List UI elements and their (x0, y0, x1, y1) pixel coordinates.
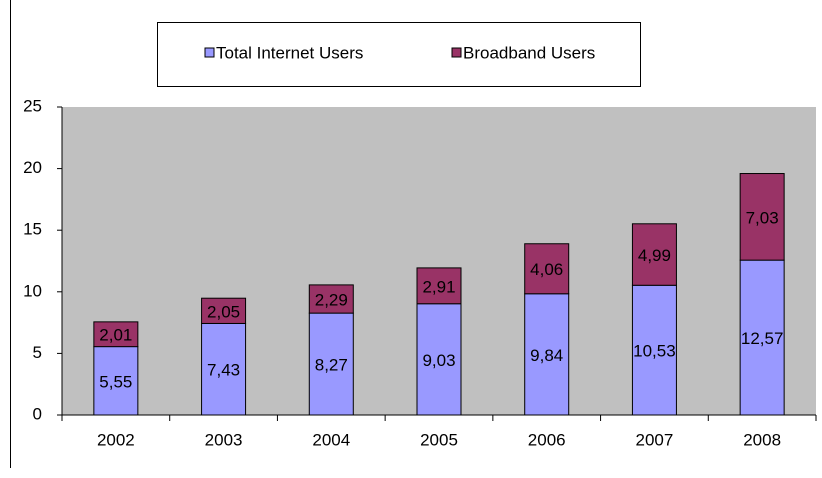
bar-segment (631, 223, 677, 286)
bar-segment (93, 321, 139, 348)
data-label: 4,06 (530, 260, 563, 279)
legend-swatch (204, 47, 215, 58)
data-label: 12,57 (741, 329, 784, 348)
data-label: 9,03 (422, 351, 455, 370)
bar-segment (524, 293, 570, 416)
x-tick-label: 2003 (205, 430, 243, 449)
data-label: 2,05 (207, 302, 240, 321)
data-label: 2,01 (99, 326, 132, 345)
y-tick-label: 15 (23, 220, 42, 239)
x-tick-label: 2002 (97, 430, 135, 449)
y-tick-label: 25 (23, 96, 42, 115)
x-tick-label: 2005 (420, 430, 458, 449)
data-label: 10,53 (633, 342, 676, 361)
y-tick-label: 10 (23, 281, 42, 300)
legend-label: Total Internet Users (216, 43, 363, 62)
bar-segment (93, 346, 139, 416)
bar-segment (524, 243, 570, 295)
data-label: 5,55 (99, 372, 132, 391)
bar-segment (416, 267, 462, 305)
bar-segment (308, 312, 354, 416)
bar-segment (201, 297, 247, 324)
data-label: 4,99 (638, 246, 671, 265)
bar-segment (416, 303, 462, 416)
x-tick-label: 2006 (528, 430, 566, 449)
legend-swatch (451, 47, 462, 58)
data-label: 2,91 (422, 277, 455, 296)
bar-segment (631, 284, 677, 416)
data-label: 9,84 (530, 346, 563, 365)
y-tick-label: 0 (33, 404, 42, 423)
x-tick-label: 2007 (636, 430, 674, 449)
bar-segment (201, 322, 247, 416)
data-label: 7,43 (207, 361, 240, 380)
bar-segment (308, 284, 354, 314)
bar-segment (739, 173, 785, 261)
x-tick-label: 2008 (743, 430, 781, 449)
legend-label: Broadband Users (463, 43, 595, 62)
data-label: 7,03 (746, 208, 779, 227)
x-tick-label: 2004 (312, 430, 350, 449)
legend-box (157, 22, 641, 87)
data-label: 8,27 (315, 356, 348, 375)
bar-segment (739, 259, 785, 416)
y-tick-label: 20 (23, 158, 42, 177)
y-tick-label: 5 (33, 343, 42, 362)
data-label: 2,29 (315, 290, 348, 309)
